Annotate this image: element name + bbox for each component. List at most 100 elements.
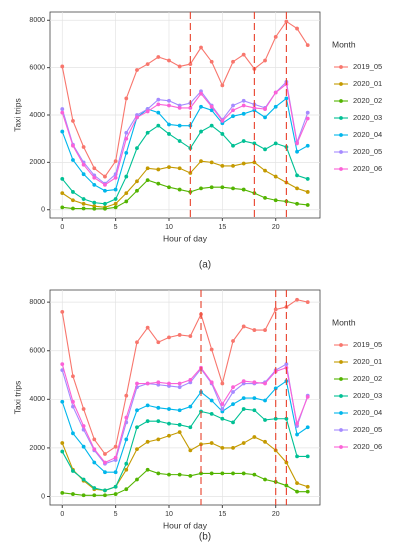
data-point xyxy=(103,470,107,475)
data-point xyxy=(92,200,97,205)
data-point xyxy=(263,58,267,63)
data-point xyxy=(220,119,225,123)
data-point xyxy=(295,173,299,178)
x-tick-label: 0 xyxy=(60,511,64,518)
data-point xyxy=(199,91,203,96)
data-point xyxy=(167,472,171,477)
data-point xyxy=(241,103,246,108)
data-point xyxy=(124,437,129,442)
data-point xyxy=(284,460,289,465)
data-point xyxy=(92,437,97,442)
data-point xyxy=(81,424,86,428)
data-point xyxy=(263,168,267,173)
data-point xyxy=(252,160,257,165)
data-point xyxy=(113,159,118,164)
data-point xyxy=(113,444,118,449)
data-point xyxy=(231,59,235,64)
data-point xyxy=(60,205,65,210)
data-point xyxy=(124,96,129,101)
data-point xyxy=(263,115,267,120)
data-point xyxy=(209,347,214,352)
legend-label: 2020_03 xyxy=(353,113,382,122)
data-point xyxy=(156,167,161,172)
legend-label: 2019_05 xyxy=(353,340,382,349)
legend-label: 2020_02 xyxy=(353,96,382,105)
x-tick-label: 0 xyxy=(60,224,64,231)
data-point xyxy=(103,460,107,465)
legend-label: 2020_06 xyxy=(353,442,382,451)
data-point xyxy=(199,186,203,191)
data-point xyxy=(60,362,65,366)
data-point xyxy=(167,58,171,63)
data-point xyxy=(71,374,75,379)
data-point xyxy=(284,96,289,101)
data-point xyxy=(231,114,235,119)
data-point xyxy=(92,460,97,465)
data-point xyxy=(295,149,299,154)
data-point xyxy=(145,467,150,472)
data-point xyxy=(103,493,107,498)
x-tick-label: 10 xyxy=(165,224,173,231)
data-point xyxy=(124,487,129,492)
data-point xyxy=(295,26,299,31)
data-point xyxy=(273,104,278,109)
data-point xyxy=(188,105,193,110)
data-point xyxy=(124,393,129,398)
legend-label: 2020_06 xyxy=(353,164,382,173)
legend-label: 2020_04 xyxy=(353,130,382,139)
data-point xyxy=(81,172,86,177)
data-point xyxy=(305,489,310,494)
data-point xyxy=(167,407,171,411)
data-point xyxy=(81,206,86,211)
data-point xyxy=(156,471,161,476)
data-point xyxy=(177,123,182,128)
y-tick-label: 4000 xyxy=(29,396,45,403)
data-point xyxy=(252,105,257,110)
data-point xyxy=(92,204,97,209)
legend-label: 2020_03 xyxy=(353,391,382,400)
data-point xyxy=(273,198,278,203)
data-point xyxy=(81,444,86,449)
data-point xyxy=(209,398,214,403)
data-point xyxy=(156,123,161,128)
data-point xyxy=(177,430,182,435)
data-point xyxy=(295,141,299,146)
data-point xyxy=(241,471,246,476)
data-point xyxy=(81,197,86,201)
legend-label: 2020_01 xyxy=(353,79,382,88)
x-tick-label: 10 xyxy=(165,511,173,518)
data-point xyxy=(295,421,299,426)
data-point xyxy=(145,62,150,66)
data-point xyxy=(177,166,182,171)
legend-swatch xyxy=(339,411,343,415)
data-point xyxy=(188,425,193,430)
data-point xyxy=(188,473,193,478)
data-point xyxy=(92,175,97,180)
data-point xyxy=(135,68,139,72)
legend-swatch xyxy=(339,445,343,449)
data-point xyxy=(241,407,246,411)
data-point xyxy=(220,185,225,190)
data-point xyxy=(231,390,235,394)
data-point xyxy=(135,115,139,120)
data-point xyxy=(177,472,182,477)
data-point xyxy=(273,90,278,95)
data-point xyxy=(135,188,139,193)
data-point xyxy=(188,171,193,175)
data-point xyxy=(188,334,193,339)
data-point xyxy=(145,419,150,424)
data-point xyxy=(263,398,267,403)
data-point xyxy=(71,119,75,123)
x-tick-label: 15 xyxy=(218,511,226,518)
data-point xyxy=(60,449,65,454)
data-point xyxy=(199,45,203,50)
data-point xyxy=(145,325,150,330)
data-point xyxy=(231,164,235,168)
y-tick-label: 0 xyxy=(41,493,45,500)
data-point xyxy=(60,490,65,495)
data-point xyxy=(60,177,65,181)
data-point xyxy=(71,469,75,473)
data-point xyxy=(156,55,161,59)
y-tick-label: 0 xyxy=(41,207,45,214)
data-point xyxy=(177,139,182,143)
